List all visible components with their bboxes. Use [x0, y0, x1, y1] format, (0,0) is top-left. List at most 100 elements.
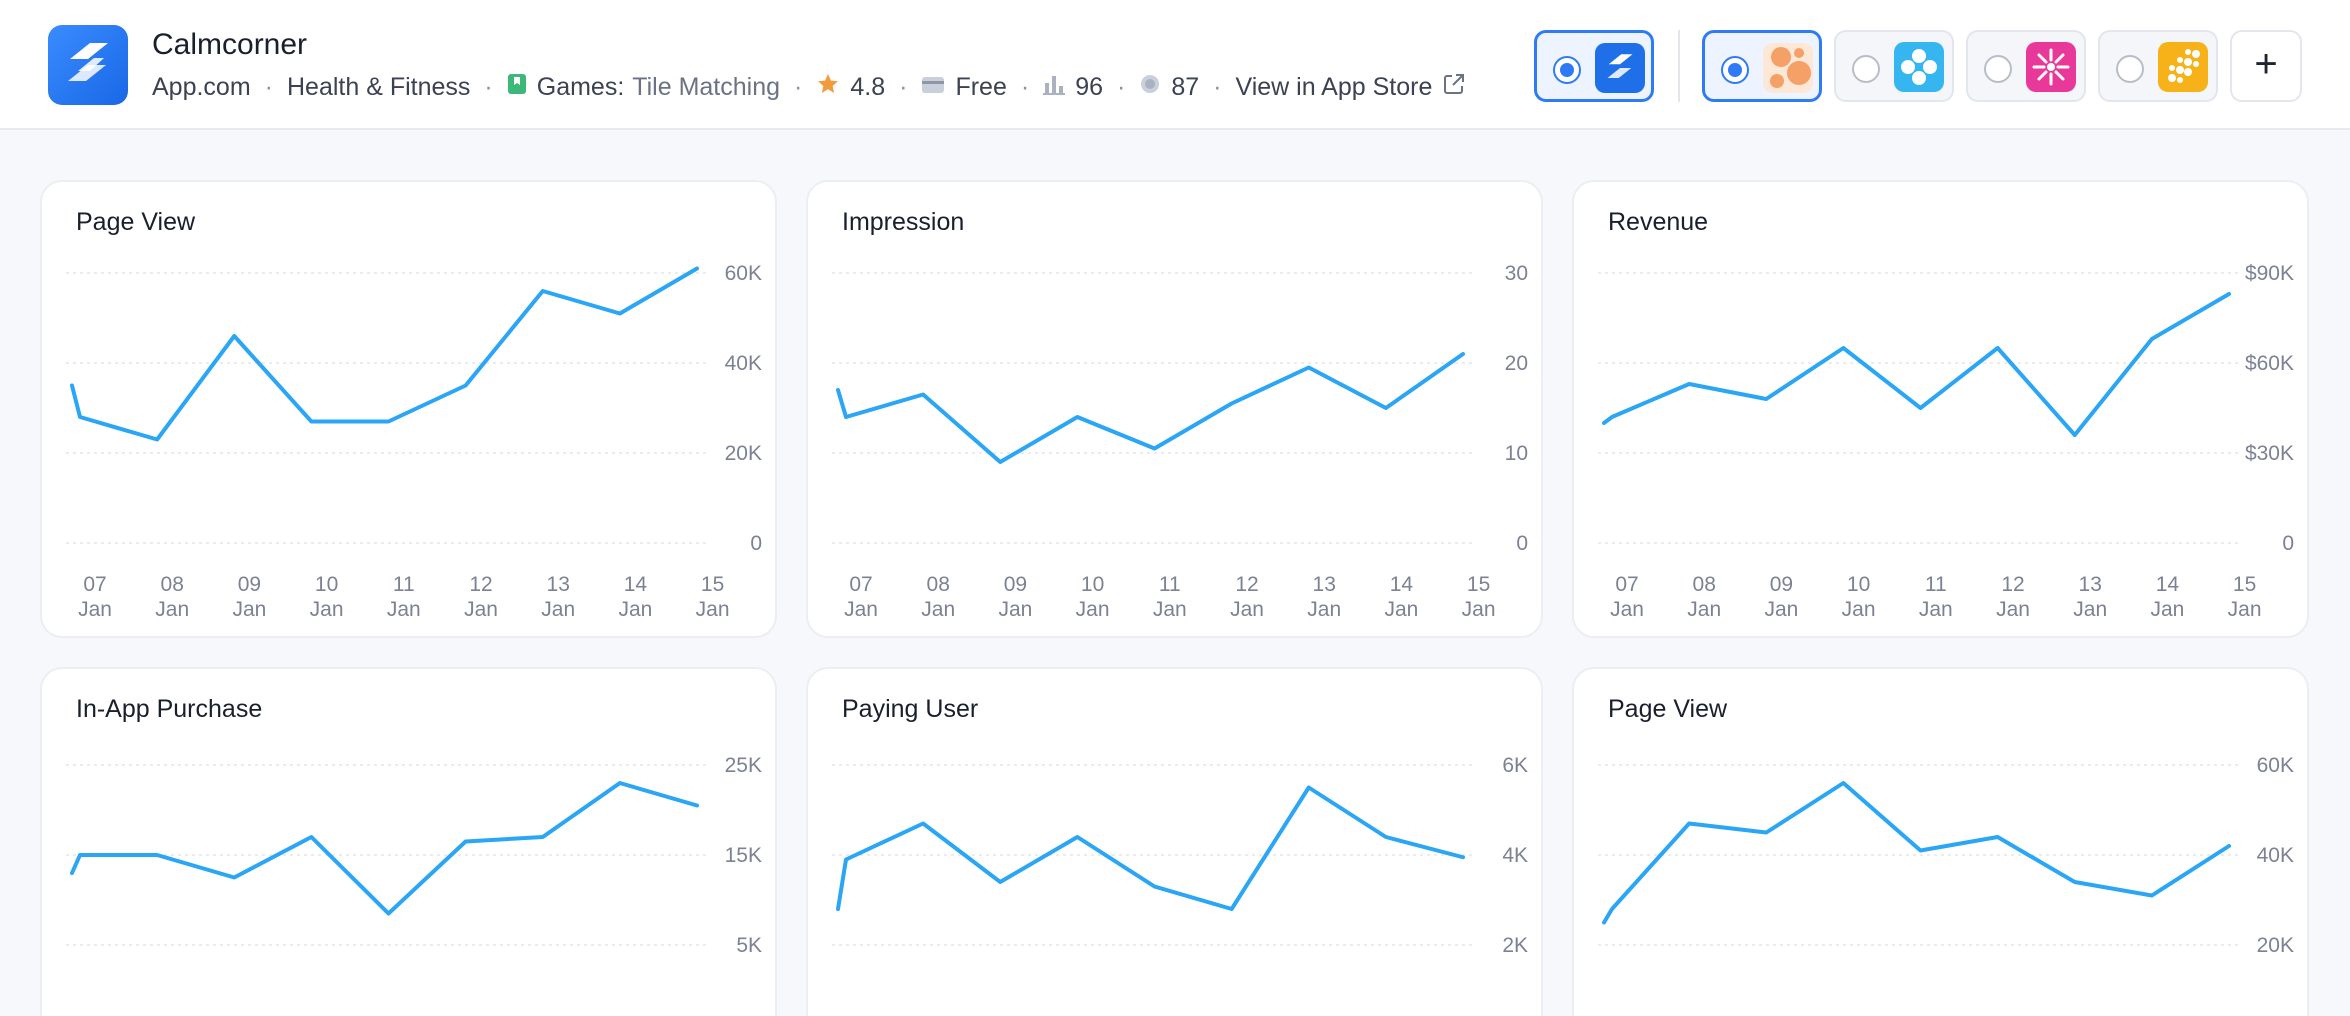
x-tick-label: Jan: [2073, 598, 2107, 621]
bookmark-icon: [507, 73, 527, 102]
y-tick-label: 2K: [1502, 934, 1528, 957]
app-selector-pink-flower[interactable]: [1966, 30, 2086, 102]
y-tick-label: 20K: [2257, 934, 2294, 957]
separator: ·: [1117, 72, 1126, 101]
x-tick-label: 10: [1847, 573, 1870, 596]
separator: ·: [794, 72, 803, 101]
chart-card: Page View 20K 40K 60K: [1572, 667, 2309, 1016]
dots-icon: [1894, 42, 1944, 92]
x-tick-label: 08: [161, 573, 184, 596]
x-tick-label: 07: [1615, 573, 1638, 596]
radio-button[interactable]: [1852, 55, 1880, 83]
y-tick-label: 15K: [725, 844, 762, 867]
app-selector-orange[interactable]: [1702, 30, 1822, 102]
chart-card: Page View 0 20K 40K 60K 07 Jan 08 Jan 09 Jan 10 Jan…: [40, 180, 777, 638]
x-tick-label: Jan: [78, 598, 112, 621]
x-tick-label: Jan: [1384, 598, 1418, 621]
app-name: Calmcorner: [152, 28, 308, 61]
flower-icon: [2026, 42, 2076, 92]
view-in-app-store-link[interactable]: View in App Store: [1235, 72, 1433, 101]
series-line: [70, 781, 699, 916]
price-value: Free: [955, 72, 1007, 101]
x-tick-label: 13: [2079, 573, 2102, 596]
app-selector-calmcorner[interactable]: [1534, 30, 1654, 102]
chart-title: Impression: [842, 208, 965, 236]
y-tick-label: 4K: [1502, 844, 1528, 867]
chart-title: Page View: [76, 208, 196, 236]
x-tick-label: 12: [2001, 573, 2024, 596]
x-tick-label: 08: [1693, 573, 1716, 596]
x-tick-label: Jan: [844, 598, 878, 621]
line-chart: 20K 40K 60K: [1598, 754, 2294, 957]
y-tick-label: 0: [1516, 532, 1528, 555]
chart-title: Page View: [1608, 695, 1728, 723]
y-tick-label: 25K: [725, 754, 762, 777]
x-tick-label: 09: [1004, 573, 1027, 596]
y-tick-label: $60K: [2245, 352, 2294, 375]
line-chart: 5K 15K 25K: [66, 754, 762, 957]
line-chart: 010203007Jan08Jan09Jan10Jan11Jan12Jan13J…: [832, 262, 1528, 621]
score-circle-icon: [1139, 73, 1161, 102]
x-tick-label: 15: [2233, 573, 2256, 596]
rank-value: 96: [1075, 72, 1103, 101]
layers-icon: [1595, 43, 1645, 93]
chart-card: Paying User 2K 4K 6K: [806, 667, 1543, 1016]
y-tick-label: 40K: [725, 352, 762, 375]
x-tick-label: 11: [1925, 573, 1947, 596]
y-tick-label: 30: [1505, 262, 1528, 285]
x-tick-label: Jan: [464, 598, 498, 621]
chart-title: Revenue: [1608, 208, 1709, 236]
x-tick-label: 11: [393, 573, 415, 596]
y-tick-label: 60K: [725, 262, 762, 285]
x-tick-label: Jan: [155, 598, 189, 621]
app-selector-yellow-dots[interactable]: [2098, 30, 2218, 102]
radio-button[interactable]: [2116, 55, 2144, 83]
x-tick-label: Jan: [696, 598, 730, 621]
x-tick-label: 07: [849, 573, 872, 596]
y-tick-label: $90K: [2245, 262, 2294, 285]
x-tick-label: 14: [624, 573, 648, 596]
x-tick-label: 09: [238, 573, 261, 596]
x-tick-label: 13: [1313, 573, 1336, 596]
price-tag-icon: [921, 73, 945, 102]
y-tick-label: 5K: [736, 934, 762, 957]
x-tick-label: 07: [83, 573, 106, 596]
series-line: [1602, 292, 2231, 437]
separator: ·: [899, 72, 908, 101]
x-tick-label: Jan: [2150, 598, 2184, 621]
x-tick-label: Jan: [1610, 598, 1644, 621]
category-label: Health & Fitness: [287, 72, 471, 101]
x-tick-label: Jan: [310, 598, 344, 621]
app-selector-blue-dots[interactable]: [1834, 30, 1954, 102]
x-tick-label: 13: [547, 573, 570, 596]
x-tick-label: Jan: [1842, 598, 1876, 621]
star-icon: [816, 72, 840, 103]
separator: ·: [484, 72, 493, 101]
x-tick-label: 12: [1235, 573, 1258, 596]
x-tick-label: Jan: [1153, 598, 1187, 621]
bar-chart-icon: [1043, 73, 1066, 102]
radio-button[interactable]: [1553, 56, 1581, 84]
x-tick-label: 15: [701, 573, 724, 596]
x-tick-label: Jan: [1687, 598, 1721, 621]
add-app-button[interactable]: +: [2230, 30, 2302, 102]
chart-title: In-App Purchase: [76, 695, 263, 723]
chart-card: Revenue 0 $30K $60K $90K 07 Jan 08 Jan 09 Jan 10 Ja…: [1572, 180, 2309, 638]
radio-button[interactable]: [1721, 56, 1749, 84]
x-tick-label: 12: [469, 573, 492, 596]
line-chart: 2K 4K 6K: [832, 754, 1528, 957]
separator: ·: [264, 72, 273, 101]
developer-link[interactable]: App.com: [152, 72, 251, 101]
layers-icon: [68, 43, 108, 81]
x-tick-label: Jan: [998, 598, 1032, 621]
series-line: [1602, 781, 2231, 925]
separator: ·: [1213, 72, 1222, 101]
y-tick-label: 60K: [2257, 754, 2294, 777]
y-tick-label: 20K: [725, 442, 762, 465]
external-link-icon[interactable]: [1442, 72, 1466, 103]
x-tick-label: Jan: [1230, 598, 1264, 621]
x-tick-label: Jan: [921, 598, 955, 621]
x-tick-label: 10: [315, 573, 338, 596]
radio-button[interactable]: [1984, 55, 2012, 83]
series-line: [836, 352, 1465, 464]
